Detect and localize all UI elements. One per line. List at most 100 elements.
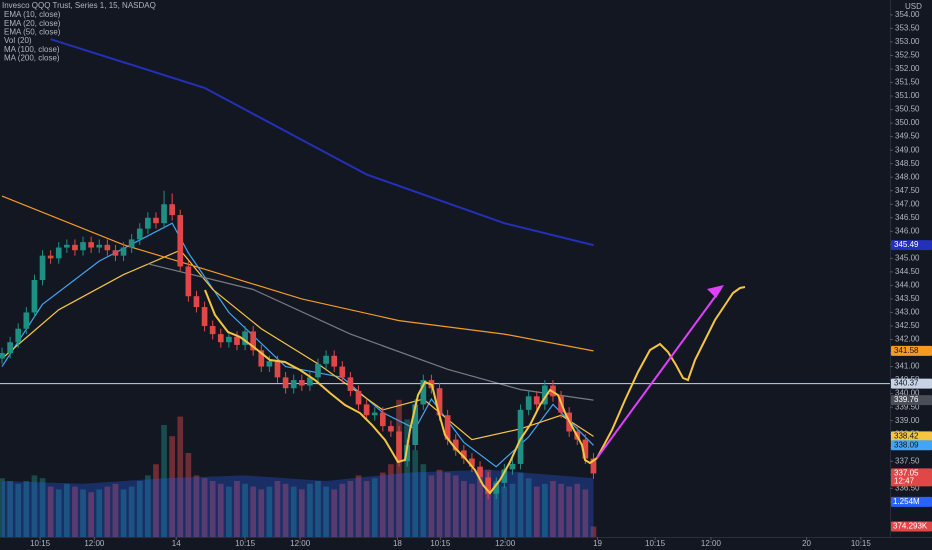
volume-bar [242,483,248,537]
candle-body [185,266,192,297]
y-tick-label: 346.00 [895,226,920,235]
volume-bar [420,464,427,537]
candle-body [525,396,532,410]
candle-body [72,244,78,251]
candle-body [31,279,38,313]
y-tick-label: 337.50 [895,456,920,465]
candle-body [201,307,208,326]
volume-bar [550,481,556,537]
price-badge-label: 345.49 [894,240,919,249]
x-tick-label: 12:00 [495,539,516,548]
candle-body [0,353,5,359]
y-tick-label: 354.00 [895,10,920,19]
candle-body [412,404,419,446]
x-tick-label: 10:15 [30,539,51,548]
candle-body [371,412,378,416]
volume-bar [47,486,54,537]
volume-bar [145,475,151,537]
volume-bar [388,464,394,537]
candle-body [209,325,216,335]
candle-body [217,334,224,343]
candle-body [161,204,167,224]
y-tick-label: 348.50 [895,159,920,168]
y-tick-label: 342.50 [895,321,920,330]
candle-body [23,312,30,329]
x-tick-label: 10:15 [851,539,872,548]
price-badge-label: 339.76 [894,395,919,404]
volume-bar [339,483,346,537]
candle-body [120,247,127,256]
volume-ma-area [2,469,594,537]
candle-body [112,250,119,256]
candle-body [64,244,70,248]
volume-bar [274,481,281,537]
candle-body [363,404,370,416]
price-badge-label: 338.09 [894,440,919,449]
y-tick-label: 339.50 [895,402,920,411]
candle-body [39,255,46,280]
volume-bar [55,489,62,537]
x-tick-label: 18 [393,539,402,548]
candle-body [136,228,143,240]
legend-entry: EMA (50, close) [4,28,61,37]
volume-bar [80,489,86,537]
volume-bar [266,486,273,537]
candle-body [47,255,54,259]
volume-bar [331,489,338,537]
candle-body [282,377,289,389]
y-tick-label: 342.00 [895,335,920,344]
x-tick-label: 12:00 [84,539,105,548]
y-tick-label: 347.00 [895,199,920,208]
price-badge-label: 341.58 [894,346,919,355]
arrow [596,289,721,459]
price-badge [891,468,932,487]
candle-body [542,385,548,405]
candle-body [193,296,200,308]
candle-body [493,482,500,494]
volume-bar [96,489,103,537]
candle-body [420,380,427,405]
price-badge-label: 338.42 [894,431,919,440]
price-badge [891,395,932,406]
volume-bar [0,478,5,537]
candle-body [177,215,184,267]
volume-bar [477,478,483,537]
x-tick-label: 20 [802,539,811,548]
candle-body [7,342,13,354]
volume-bar [201,478,208,537]
candle-body [307,377,313,386]
candle-body [533,396,540,405]
hand-drawn-line [204,289,598,495]
y-tick-label: 352.50 [895,51,920,60]
x-tick-label: 10:15 [235,539,256,548]
candle-body [396,431,402,462]
volume-bar [444,472,451,537]
volume-bar [501,486,508,537]
price-badge [891,240,932,251]
volume-bar [396,399,402,537]
candle-body [266,361,273,367]
volume-bar [161,425,167,537]
y-tick-label: 343.50 [895,294,920,303]
volume-bar [290,486,297,537]
candle-body [88,242,94,248]
price-badge [891,440,932,451]
volume-bar [533,486,540,537]
countdown: 12:47 [894,477,915,486]
y-tick-label: 343.00 [895,308,920,317]
candle-body [323,355,329,364]
candle-body [485,477,491,494]
volume-bar [193,475,200,537]
y-tick-label: 346.50 [895,213,920,222]
candle-body [145,217,151,229]
candle-body [153,217,159,224]
legend-entry: EMA (20, close) [4,19,61,28]
candle-body [339,366,346,378]
candle-body [590,458,597,474]
volume-bar [574,483,581,537]
candle-body [80,242,86,251]
volume-bar [31,475,38,537]
volume-bar [104,486,111,537]
price-badge [891,345,932,356]
y-tick-label: 349.50 [895,132,920,141]
